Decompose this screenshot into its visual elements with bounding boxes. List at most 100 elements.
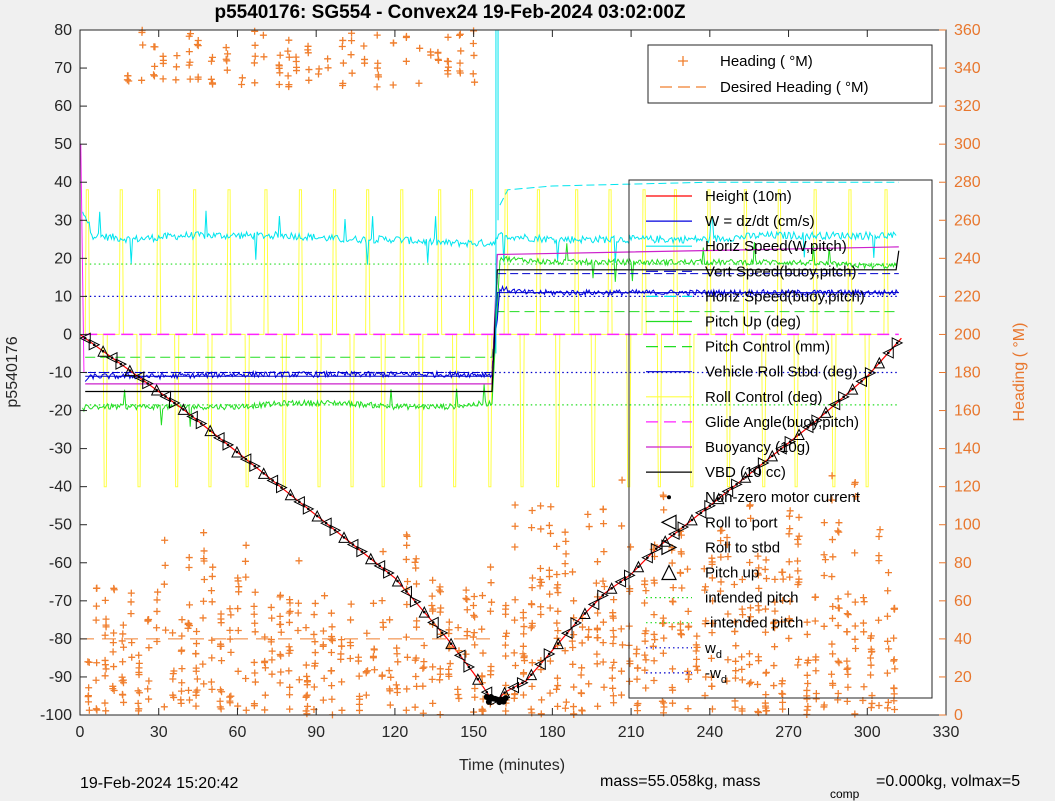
y2-tick-label: 40	[954, 631, 972, 648]
heading-point	[109, 639, 117, 647]
heading-point	[771, 607, 779, 615]
heading-point	[178, 616, 186, 624]
heading-point	[746, 613, 754, 621]
motor-current-dot	[271, 479, 274, 482]
heading-point	[844, 611, 852, 619]
heading-point	[469, 70, 477, 78]
motor-current-dot	[476, 677, 480, 681]
height-marker	[168, 397, 181, 409]
heading-point	[101, 699, 109, 707]
heading-point	[584, 510, 592, 518]
heading-point	[184, 624, 192, 632]
heading-point	[178, 632, 186, 640]
heading-point	[600, 683, 608, 691]
heading-point	[867, 632, 875, 640]
heading-point	[669, 584, 677, 592]
heading-point	[207, 57, 215, 65]
heading-point	[844, 670, 852, 678]
height-marker	[641, 551, 653, 564]
height-marker	[686, 513, 698, 526]
motor-current-dot	[208, 429, 212, 432]
heading-point	[554, 627, 562, 635]
heading-point	[528, 682, 536, 690]
heading-point	[128, 639, 136, 647]
height-marker	[712, 492, 725, 505]
y-tick-label: 20	[54, 250, 72, 267]
heading-point	[593, 650, 601, 658]
motor-current-dot	[592, 603, 596, 606]
heading-point	[413, 623, 421, 631]
heading-point	[435, 586, 443, 594]
heading-point	[339, 36, 347, 44]
height-marker	[302, 503, 315, 515]
height-marker	[186, 410, 198, 423]
heading-point	[261, 706, 269, 714]
height-marker	[828, 398, 841, 411]
heading-point	[392, 681, 400, 689]
heading-point	[135, 664, 143, 672]
heading-point	[633, 664, 641, 672]
heading-point	[251, 52, 259, 60]
heading-point	[707, 654, 715, 662]
heading-point	[511, 543, 519, 551]
heading-point	[610, 699, 618, 707]
heading-point	[369, 599, 377, 607]
heading-point	[178, 665, 186, 673]
heading-point	[732, 667, 740, 675]
heading-point	[762, 691, 770, 699]
motor-current-dot	[137, 375, 141, 379]
heading-point	[660, 506, 668, 514]
footer-volmax: =0.000kg, volmax=5	[876, 773, 1020, 790]
heading-point	[738, 707, 746, 715]
heading-point	[119, 658, 127, 666]
heading-point	[676, 569, 684, 577]
height-marker	[694, 507, 707, 519]
motor-current-dot	[797, 433, 801, 436]
motor-current-dot	[601, 594, 605, 597]
heading-point	[403, 685, 411, 693]
heading-point	[618, 522, 626, 530]
height-marker	[882, 347, 894, 359]
heading-point	[511, 501, 519, 509]
heading-point	[275, 80, 283, 88]
heading-point	[627, 543, 635, 551]
heading-point	[327, 609, 335, 617]
heading-point	[503, 629, 511, 637]
height-marker	[79, 332, 91, 345]
heading-point	[884, 569, 892, 577]
heading-point	[731, 618, 739, 626]
heading-point	[295, 557, 303, 565]
heading-point	[553, 619, 561, 627]
heading-point	[101, 656, 109, 664]
height-marker	[266, 474, 279, 487]
heading-point	[444, 33, 452, 41]
heading-point	[454, 691, 462, 699]
y2-tick-label: 240	[954, 250, 981, 267]
heading-point	[843, 657, 851, 665]
heading-point	[660, 493, 668, 501]
height-marker	[445, 637, 457, 650]
heading-point	[102, 615, 110, 623]
heading-point	[626, 660, 634, 668]
heading-point	[393, 650, 401, 658]
heading-point	[234, 605, 242, 613]
heading-point	[185, 686, 193, 694]
heading-point	[795, 513, 803, 521]
heading-point	[835, 528, 843, 536]
heading-point	[609, 692, 617, 700]
height-marker	[105, 351, 118, 364]
heading-point	[284, 47, 292, 55]
heading-point	[153, 624, 161, 632]
heading-point	[327, 648, 335, 656]
heading-point	[462, 594, 470, 602]
heading-point	[820, 622, 828, 630]
heading-point	[511, 691, 519, 699]
heading-point	[193, 41, 201, 49]
heading-point	[286, 683, 294, 691]
y-tick-label: -80	[49, 631, 72, 648]
heading-point	[812, 593, 820, 601]
heading-point	[779, 575, 787, 583]
heading-point	[150, 43, 158, 51]
heading-point	[471, 693, 479, 701]
motor-current-dot	[262, 472, 265, 475]
